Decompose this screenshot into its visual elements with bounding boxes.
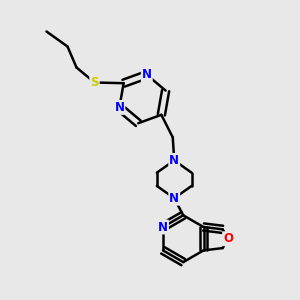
Text: N: N — [142, 68, 152, 81]
Text: O: O — [223, 232, 233, 245]
Text: N: N — [169, 192, 179, 205]
Text: S: S — [90, 76, 99, 89]
Text: N: N — [158, 220, 168, 233]
Text: N: N — [169, 154, 179, 167]
Text: N: N — [114, 101, 124, 114]
